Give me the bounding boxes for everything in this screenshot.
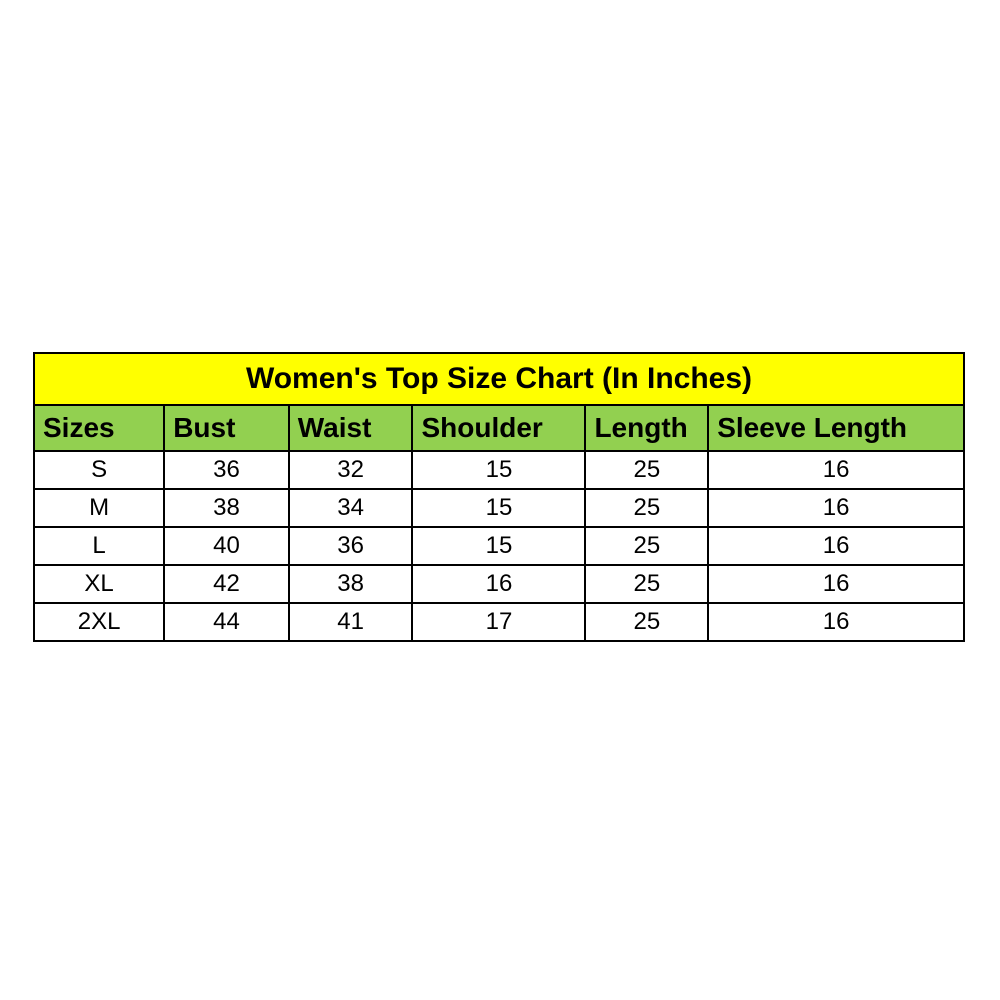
column-header-waist: Waist (287, 404, 414, 452)
size-label-cell: 2XL (32, 602, 166, 642)
table-row-xl: XL 42 38 16 25 16 (32, 564, 965, 604)
measurement-cell: 42 (163, 564, 290, 604)
table-row-2xl: 2XL 44 41 17 25 16 (32, 602, 965, 642)
size-label-cell: S (32, 450, 166, 490)
table-header-row: Sizes Bust Waist Shoulder Length Sleeve Lengt… (32, 404, 965, 452)
measurement-cell: 25 (584, 564, 710, 604)
column-header-length: Length (584, 404, 710, 452)
measurement-cell: 16 (707, 526, 965, 566)
measurement-cell: 16 (411, 564, 587, 604)
size-chart-table: Women's Top Size Chart (In Inches) Sizes… (32, 352, 965, 642)
measurement-cell: 32 (287, 450, 414, 490)
column-header-sleeve-length: Sleeve Length (707, 404, 965, 452)
measurement-cell: 25 (584, 602, 710, 642)
measurement-cell: 36 (287, 526, 414, 566)
column-header-bust: Bust (163, 404, 290, 452)
measurement-cell: 34 (287, 488, 414, 528)
measurement-cell: 15 (411, 526, 587, 566)
measurement-cell: 41 (287, 602, 414, 642)
table-title-row: Women's Top Size Chart (In Inches) (33, 352, 965, 406)
column-header-shoulder: Shoulder (411, 404, 587, 452)
measurement-cell: 25 (584, 450, 710, 490)
table-row-l: L 40 36 15 25 16 (32, 526, 965, 566)
size-label-cell: M (32, 488, 166, 528)
measurement-cell: 40 (163, 526, 290, 566)
column-header-sizes: Sizes (32, 404, 166, 452)
table-row-s: S 36 32 15 25 16 (32, 450, 965, 490)
size-chart-container: Women's Top Size Chart (In Inches) Sizes… (32, 352, 965, 642)
measurement-cell: 15 (411, 488, 587, 528)
measurement-cell: 16 (707, 450, 965, 490)
measurement-cell: 38 (287, 564, 414, 604)
measurement-cell: 36 (163, 450, 290, 490)
size-label-cell: XL (32, 564, 166, 604)
measurement-cell: 17 (411, 602, 587, 642)
table-row-m: M 38 34 15 25 16 (32, 488, 965, 528)
measurement-cell: 44 (163, 602, 290, 642)
measurement-cell: 15 (411, 450, 587, 490)
measurement-cell: 25 (584, 526, 710, 566)
measurement-cell: 38 (163, 488, 290, 528)
table-title: Women's Top Size Chart (In Inches) (33, 352, 965, 406)
measurement-cell: 25 (584, 488, 710, 528)
measurement-cell: 16 (707, 564, 965, 604)
measurement-cell: 16 (707, 602, 965, 642)
size-label-cell: L (32, 526, 166, 566)
measurement-cell: 16 (707, 488, 965, 528)
